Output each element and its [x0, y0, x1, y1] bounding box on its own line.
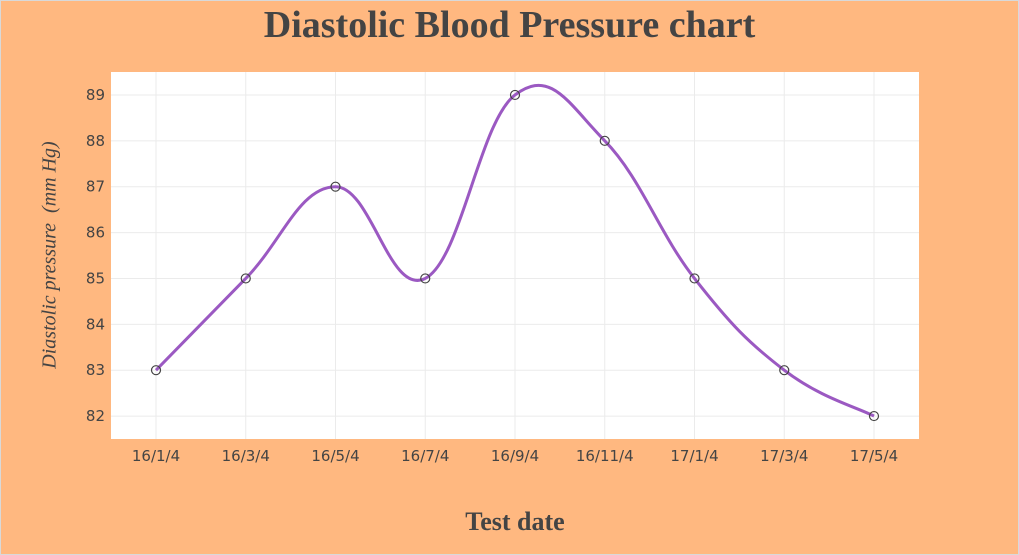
y-tick-label: 89: [86, 86, 105, 104]
x-tick-label: 16/1/4: [132, 447, 180, 465]
x-axis-ticks: 16/1/4 16/3/4 16/5/4 16/7/4 16/9/4 16/11/4 17/…: [132, 447, 898, 465]
x-tick-label: 16/9/4: [491, 447, 539, 465]
data-point[interactable]: [868, 410, 880, 422]
x-tick-label: 16/11/4: [576, 447, 634, 465]
data-point[interactable]: [599, 135, 610, 146]
x-tick-label: 16/3/4: [222, 447, 270, 465]
y-tick-label: 88: [86, 132, 105, 150]
y-axis-ticks: 82 83 84 85 86 87 88 89: [86, 86, 105, 425]
series-line: [154, 83, 875, 418]
y-axis-title: Diastolic pressure (mm Hg): [38, 141, 61, 369]
x-tick-label: 17/3/4: [760, 447, 808, 465]
y-tick-label: 85: [86, 269, 105, 287]
x-tick-label: 16/7/4: [401, 447, 449, 465]
x-tick-label: 17/1/4: [670, 447, 718, 465]
data-markers: [150, 89, 880, 422]
data-point[interactable]: [420, 273, 431, 284]
chart-title: Diastolic Blood Pressure chart: [263, 4, 756, 46]
data-point[interactable]: [330, 181, 341, 192]
data-point[interactable]: [689, 273, 700, 284]
y-tick-label: 83: [86, 361, 105, 379]
y-tick-label: 82: [86, 407, 105, 425]
y-tick-label: 86: [86, 224, 105, 242]
x-tick-label: 17/5/4: [850, 447, 898, 465]
data-point[interactable]: [240, 273, 251, 284]
data-point[interactable]: [509, 89, 521, 101]
x-tick-label: 16/5/4: [311, 447, 359, 465]
data-point[interactable]: [150, 365, 162, 376]
y-tick-label: 87: [86, 178, 105, 196]
data-point[interactable]: [779, 365, 790, 376]
x-axis-title: Test date: [465, 507, 565, 536]
y-tick-label: 84: [86, 315, 105, 333]
